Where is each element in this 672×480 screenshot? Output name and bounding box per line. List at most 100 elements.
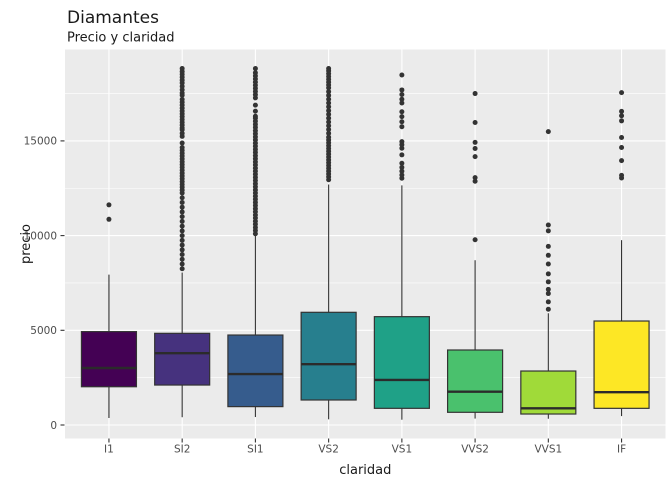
outlier-dot xyxy=(106,216,112,222)
boxplot-SI2 xyxy=(154,66,211,418)
outlier-dot xyxy=(545,291,551,297)
outlier-dot xyxy=(545,228,551,234)
outlier-dot xyxy=(326,123,332,129)
outlier-dot xyxy=(252,70,258,76)
outlier-dot xyxy=(179,145,185,151)
outlier-dot xyxy=(399,139,405,145)
outlier-dot xyxy=(619,108,625,114)
outlier-dot xyxy=(179,228,185,234)
outlier-dot xyxy=(472,145,478,151)
outlier-dot xyxy=(179,96,185,102)
outlier-dot xyxy=(179,204,185,210)
outlier-dot xyxy=(252,113,258,119)
x-tick-label: VS2 xyxy=(318,444,339,456)
outlier-dot xyxy=(545,286,551,292)
outlier-dot xyxy=(399,114,405,120)
box-iqr xyxy=(446,349,504,413)
outlier-dot xyxy=(179,247,185,253)
outlier-dot xyxy=(399,164,405,170)
x-tick-label: IF xyxy=(617,444,626,456)
outlier-dot xyxy=(326,130,332,136)
outlier-dot xyxy=(545,299,551,305)
outlier-dot xyxy=(399,96,405,102)
outlier-dot xyxy=(399,124,405,130)
outlier-dot xyxy=(399,172,405,178)
x-tick-label: VS1 xyxy=(392,444,413,456)
x-tick-label: SI1 xyxy=(247,444,263,456)
outlier-dot xyxy=(545,261,551,267)
outlier-dot xyxy=(545,279,551,285)
boxplot-IF xyxy=(593,90,650,417)
outlier-dot xyxy=(399,72,405,78)
outlier-dot xyxy=(545,222,551,228)
outlier-dot xyxy=(472,139,478,145)
outlier-dot xyxy=(619,118,625,124)
outlier-dot xyxy=(619,172,625,178)
outlier-dot xyxy=(179,66,185,72)
outlier-dot xyxy=(326,89,332,95)
y-axis-title: precio xyxy=(19,224,34,264)
outlier-dot xyxy=(545,271,551,277)
outlier-dot xyxy=(619,90,625,96)
x-tick-label: SI2 xyxy=(174,444,190,456)
outlier-dot xyxy=(179,237,185,243)
outlier-dot xyxy=(545,243,551,249)
boxplot-VVS2 xyxy=(446,91,504,419)
outlier-dot xyxy=(619,134,625,140)
axis-layer: 0 5000 10000 15000 I1 SI2 SI1 VS2 VS1 VVS2 VVS1 IF xyxy=(24,136,627,456)
outlier-dot xyxy=(326,119,332,125)
outlier-dot xyxy=(399,145,405,151)
outlier-dot xyxy=(399,87,405,93)
y-tick-label: 10000 xyxy=(24,230,57,242)
outlier-dot xyxy=(326,108,332,114)
outlier-dot xyxy=(472,91,478,97)
outlier-dot xyxy=(326,134,332,140)
outlier-dot xyxy=(179,218,185,224)
outlier-dot xyxy=(179,233,185,239)
outlier-dot xyxy=(545,129,551,135)
box-iqr xyxy=(227,334,284,408)
outlier-dot xyxy=(252,66,258,72)
y-tick-label: 0 xyxy=(50,420,57,432)
outlier-dot xyxy=(399,168,405,174)
outlier-dot xyxy=(399,91,405,97)
outlier-dot xyxy=(619,158,625,164)
outlier-dot xyxy=(326,111,332,117)
outlier-dot xyxy=(179,252,185,258)
outlier-dot xyxy=(326,92,332,98)
outlier-dot xyxy=(472,120,478,126)
x-tick-label: VVS2 xyxy=(461,444,489,456)
outlier-dot xyxy=(252,108,258,114)
y-tick-label: 5000 xyxy=(30,325,57,337)
outlier-dot xyxy=(179,209,185,215)
outlier-dot xyxy=(472,175,478,181)
outlier-dot xyxy=(326,104,332,110)
outlier-dot xyxy=(326,127,332,133)
boxplot-SI1 xyxy=(227,66,284,418)
outlier-dot xyxy=(326,100,332,106)
outlier-dot xyxy=(179,140,185,146)
outlier-dot xyxy=(179,261,185,267)
box-iqr xyxy=(373,316,430,409)
outlier-dot xyxy=(326,66,332,72)
outlier-dot xyxy=(179,199,185,205)
x-tick-label: VVS1 xyxy=(534,444,562,456)
x-tick-label: I1 xyxy=(104,444,114,456)
outlier-dot xyxy=(326,96,332,102)
outlier-dot xyxy=(399,100,405,106)
outlier-dot xyxy=(179,242,185,248)
boxplot-I1 xyxy=(80,202,138,418)
outlier-dot xyxy=(179,266,185,272)
outlier-dot xyxy=(472,237,478,243)
plot-panel xyxy=(65,49,666,439)
outlier-dot xyxy=(179,256,185,262)
box-iqr xyxy=(300,311,357,401)
y-tick-label: 15000 xyxy=(24,136,57,148)
outlier-dot xyxy=(179,195,185,201)
box-iqr xyxy=(154,332,211,386)
outlier-dot xyxy=(179,223,185,229)
outlier-dot xyxy=(399,152,405,158)
outlier-dot xyxy=(252,102,258,108)
outlier-dot xyxy=(179,214,185,220)
